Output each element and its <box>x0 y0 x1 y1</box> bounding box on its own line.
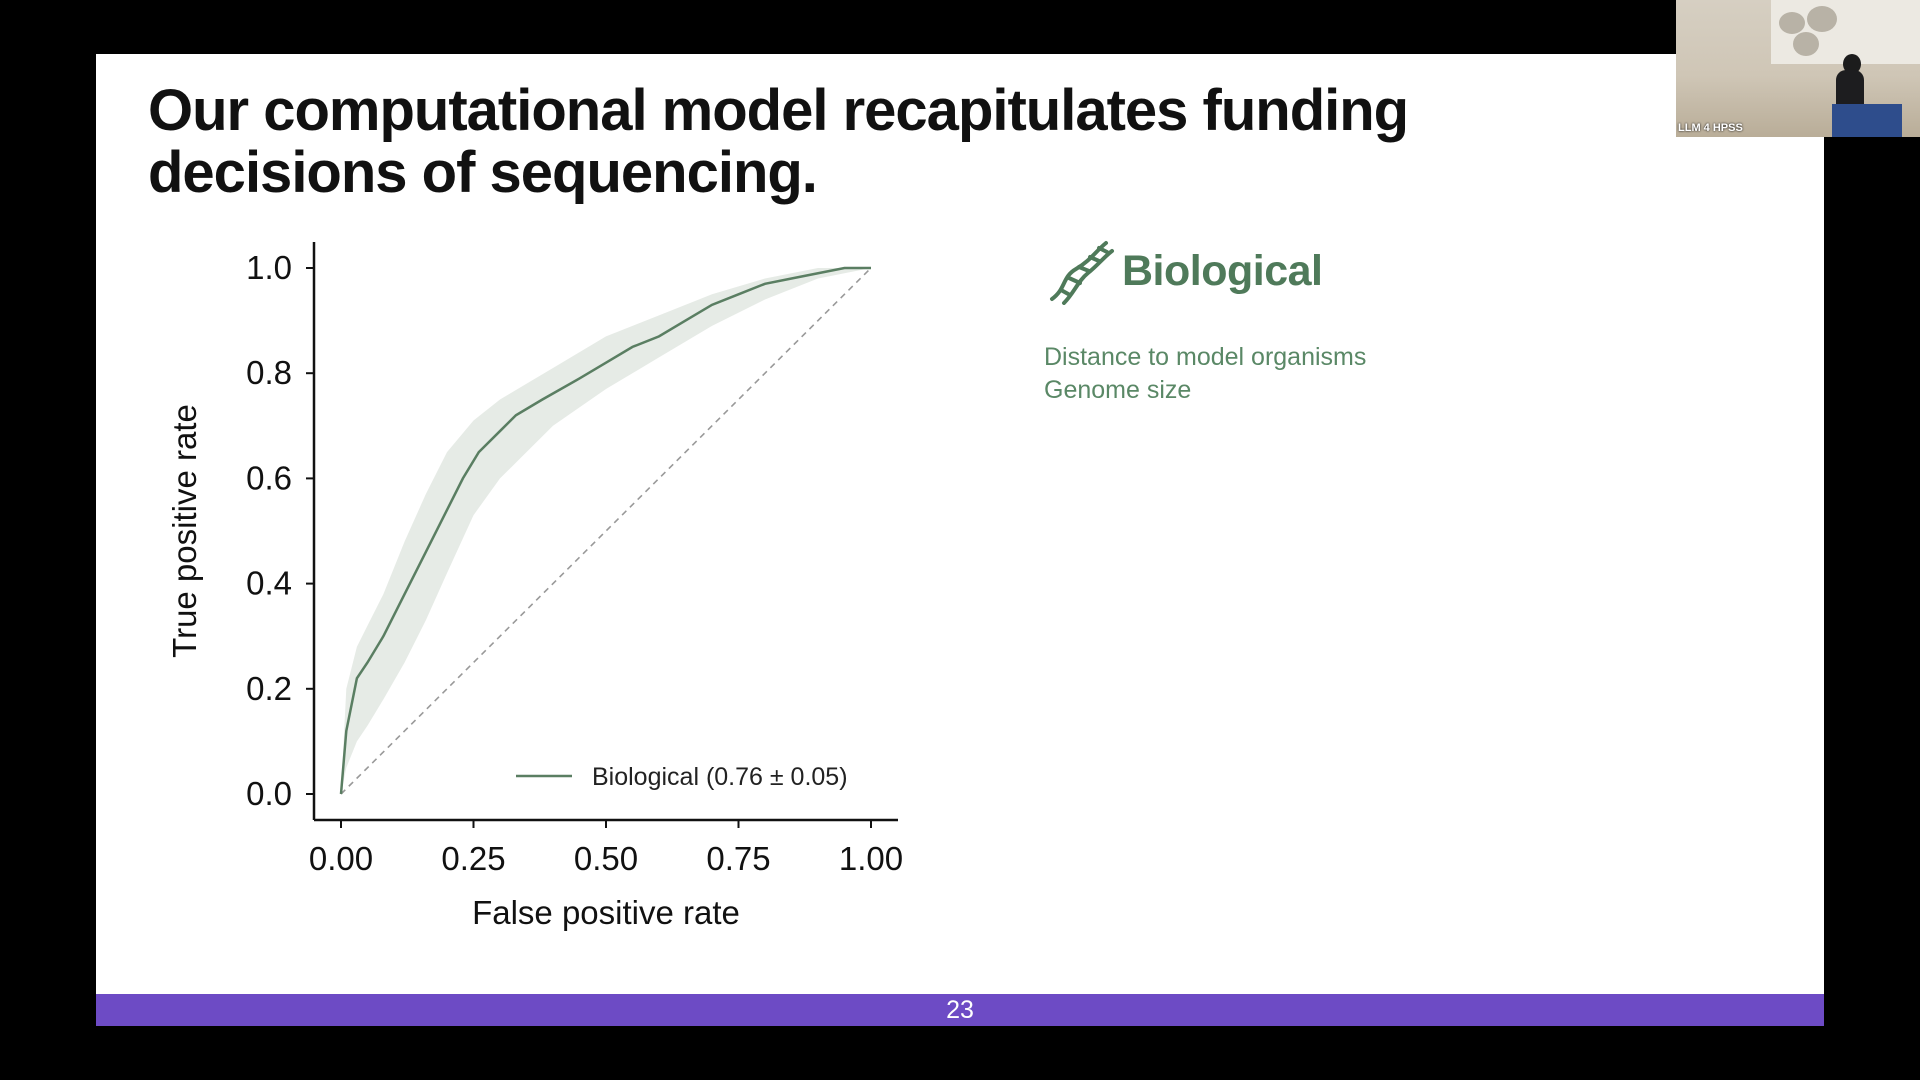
roc-curve <box>339 266 871 795</box>
y-tick-label: 0.8 <box>246 354 292 391</box>
y-tick-label: 1.0 <box>246 249 292 286</box>
x-tick-label: 1.00 <box>839 840 903 877</box>
speaker-head <box>1843 54 1861 74</box>
slide: Our computational model recapitulates fu… <box>96 54 1824 1026</box>
podium <box>1832 104 1902 137</box>
slide-footer-bar: 23 <box>96 994 1824 1026</box>
x-tick-label: 0.75 <box>706 840 770 877</box>
feature-item: Distance to model organisms <box>1044 343 1367 371</box>
reference-line-layer <box>340 267 872 795</box>
biological-title: Biological <box>1122 246 1323 295</box>
legend-label: Biological (0.76 ± 0.05) <box>592 763 848 791</box>
y-tick-label: 0.6 <box>246 459 292 496</box>
x-tick-label: 0.00 <box>309 840 373 877</box>
page-number: 23 <box>946 996 974 1024</box>
feature-list: Distance to model organisms Genome size <box>1044 341 1366 407</box>
x-tick-label: 0.25 <box>441 840 505 877</box>
roc-chart: 0.0 0.2 0.4 0.6 0.8 1.0 0.00 0.25 0.50 0.75 1.00 Fa… <box>166 242 903 931</box>
x-axis-label: False positive rate <box>472 894 740 931</box>
video-label: LLM 4 HPSS <box>1678 122 1743 134</box>
slide-title: Our computational model recapitulates fu… <box>148 78 1409 205</box>
biological-header: Biological <box>1044 237 1366 305</box>
y-axis-label: True positive rate <box>166 404 203 658</box>
legend-layer: Biological (0.76 ± 0.05) <box>516 763 848 791</box>
screen-dot <box>1807 6 1837 32</box>
confidence-band-layer <box>341 268 871 794</box>
y-tick-label: 0.0 <box>246 775 292 812</box>
projector-screen <box>1771 0 1920 64</box>
biological-panel: Biological Distance to model organisms G… <box>1044 237 1366 407</box>
roc-curve-layer <box>339 266 871 795</box>
y-tick-label: 0.4 <box>246 565 292 602</box>
screen-dot <box>1779 12 1805 34</box>
feature-item: Genome size <box>1044 376 1192 404</box>
chance-diagonal <box>340 267 872 795</box>
y-tick-label: 0.2 <box>246 670 292 707</box>
confidence-band <box>341 268 871 794</box>
axis-layer: 0.0 0.2 0.4 0.6 0.8 1.0 0.00 0.25 0.50 0.75 1.00 Fa… <box>166 242 903 931</box>
screen-dot <box>1793 32 1819 56</box>
x-tick-label: 0.50 <box>574 840 638 877</box>
dna-icon <box>1050 241 1114 305</box>
